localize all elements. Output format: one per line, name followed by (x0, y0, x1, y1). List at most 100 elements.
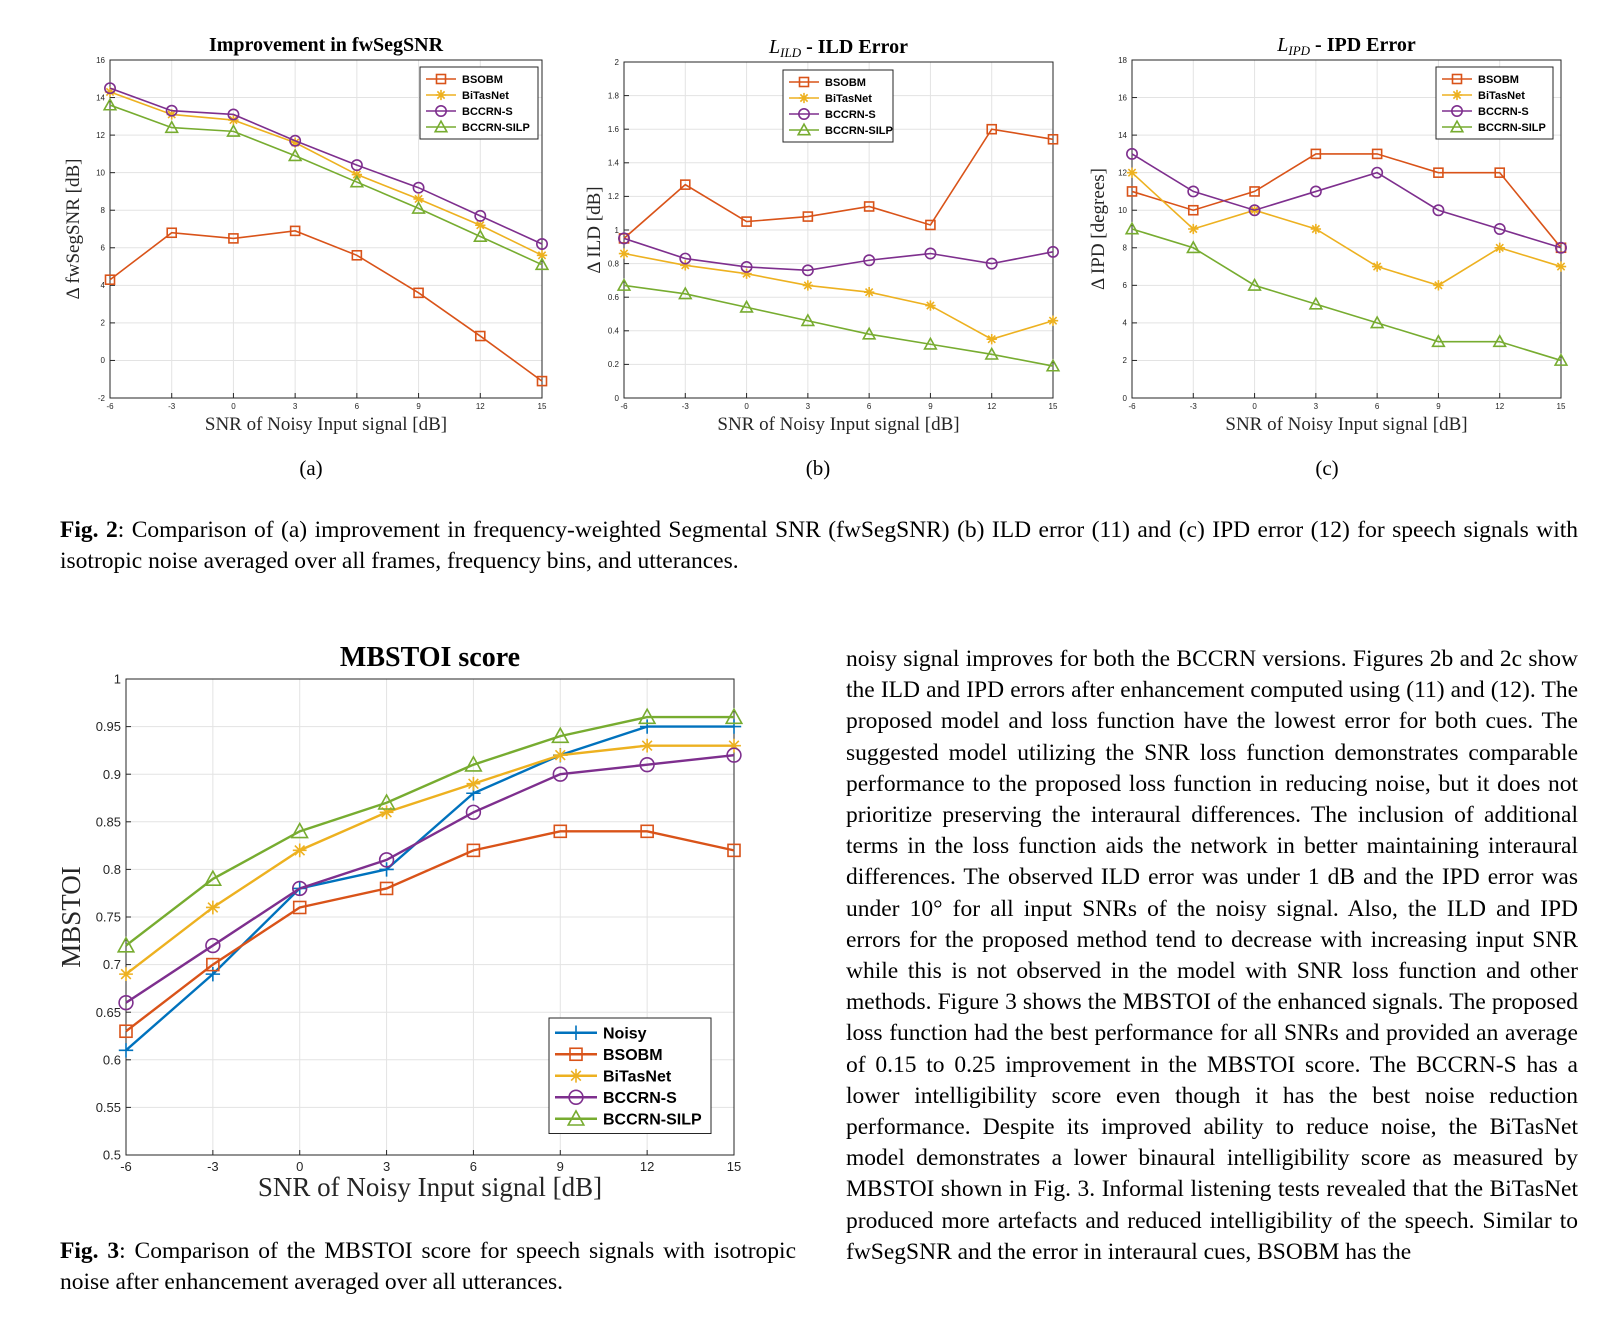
legend-label-bccrn-s: BCCRN-S (462, 106, 513, 118)
data-point-bccrn-s (1493, 223, 1506, 235)
data-point-bsobm (119, 1024, 133, 1039)
data-point-bccrn-silp (616, 277, 632, 291)
legend-label-bitasnet: BiTasNet (603, 1069, 672, 1086)
data-point-bccrn-silp (1369, 315, 1385, 329)
data-point-bccrn-s (118, 994, 134, 1011)
legend-marker-bccrn-s (435, 105, 447, 117)
legend-marker-bccrn-s (1451, 105, 1463, 117)
chart-ild: -6 -3 0 3 6 9 12 15 0 0.2 0.4 0.6 0.8 1 1.2 1.4 1.6 1.8 2 L… (0, 0, 1100, 440)
data-point-bsobm (679, 179, 691, 190)
legend-marker-bsobm (1451, 73, 1463, 85)
y-axis-label: Δ fwSegSNR [dB] (63, 158, 84, 299)
chart-mbstoi-group: -6 -3 0 3 6 9 12 15 0.5 0.55 0.6 0.65 0.7 0.75 0.8 0.85… (56, 642, 744, 1202)
data-point-bitasnet (741, 268, 752, 279)
data-point-bccrn-silp (551, 726, 570, 744)
data-point-bitasnet (1188, 223, 1199, 235)
series-line-bitasnet (109, 91, 543, 257)
chart-ipd-group: -6 -3 0 3 6 9 12 15 0 2 4 6 8 10 12 14 16 18 LIPD - IPD Er… (1088, 34, 1569, 435)
series-line-bccrn-s (125, 753, 735, 1004)
data-point-bccrn-silp (411, 200, 426, 214)
data-point-bitasnet (618, 248, 630, 259)
y-tick-label: 1.4 (608, 159, 620, 168)
y-tick-label: 10 (1118, 206, 1127, 215)
x-tick-label: 6 (470, 1159, 477, 1174)
data-point-bitasnet (104, 86, 116, 98)
series-line-noisy (125, 725, 734, 1052)
series-line-bccrn-silp (1131, 228, 1562, 362)
data-point-bitasnet (475, 220, 486, 231)
data-point-bitasnet (536, 250, 548, 261)
y-tick-label: 0.85 (96, 814, 121, 829)
legend-label-bccrn-silp: BCCRN-SILP (1478, 122, 1546, 134)
legend-label-bsobm: BSOBM (462, 74, 503, 86)
data-point-bccrn-s (1555, 241, 1567, 254)
data-point-bccrn-silp (164, 120, 179, 134)
plot-area (109, 59, 543, 399)
data-point-bccrn-silp (923, 336, 938, 350)
data-point-bsobm (1126, 186, 1138, 197)
series-line-bccrn-s (109, 87, 543, 245)
data-point-bccrn-s (1126, 147, 1138, 160)
data-point-bccrn-silp (724, 707, 744, 725)
data-point-noisy (726, 719, 742, 734)
data-point-bccrn-s (227, 108, 240, 121)
data-point-bccrn-silp (1492, 334, 1507, 348)
x-tick-label: -6 (1128, 402, 1136, 411)
y-tick-label: 6 (101, 244, 106, 253)
y-tick-label: 18 (1118, 56, 1127, 65)
x-axis-label: SNR of Noisy Input signal [dB] (258, 1172, 602, 1202)
data-point-bccrn-s (1187, 185, 1200, 198)
y-tick-label: 12 (1118, 168, 1127, 177)
legend-marker-bccrn-silp (1449, 119, 1465, 133)
data-point-bccrn-s (924, 247, 937, 260)
chart-title: LILD - ILD Error (768, 36, 908, 60)
data-point-bsobm (292, 900, 307, 915)
chart-ild-svg: -6 -3 0 3 6 9 12 15 0 0.2 0.4 0.6 0.8 1 1.2 1.4 1.6 1.8 2 L… (584, 36, 1061, 435)
data-point-bccrn-s (679, 252, 692, 265)
legend-label-bsobm: BSOBM (1478, 74, 1519, 86)
data-point-bitasnet (292, 843, 307, 858)
data-point-bccrn-silp (290, 821, 309, 839)
x-tick-label: 3 (293, 402, 298, 411)
data-point-bccrn-silp (226, 123, 241, 137)
legend-marker-bsobm (569, 1047, 583, 1062)
data-point-bitasnet (1371, 261, 1383, 272)
x-axis-label: SNR of Noisy Input signal [dB] (205, 414, 447, 435)
data-point-bccrn-silp (464, 755, 483, 772)
y-tick-label: 6 (1123, 281, 1128, 290)
x-tick-label: 3 (1314, 402, 1319, 411)
chart-title: LIPD - IPD Error (1276, 34, 1416, 58)
data-point-noisy (379, 862, 394, 877)
fig3-caption-text: : Comparison of the MBSTOI score for spe… (60, 1238, 796, 1295)
legend-marker-bitasnet (435, 89, 447, 101)
y-tick-label: 10 (96, 168, 105, 177)
legend-marker-bsobm (798, 76, 810, 88)
data-point-bsobm (640, 824, 654, 839)
x-tick-label: 15 (1557, 402, 1566, 411)
data-point-bccrn-s (1248, 204, 1261, 217)
series-line-bccrn-silp (623, 284, 1054, 367)
data-point-bccrn-silp (1124, 221, 1140, 235)
data-point-bitasnet (205, 900, 220, 915)
y-tick-label: 1 (615, 226, 620, 235)
data-point-bsobm (206, 957, 220, 972)
series-line-bccrn-s (623, 237, 1054, 272)
y-tick-label: 16 (1118, 93, 1127, 102)
y-tick-label: 4 (101, 281, 106, 290)
x-tick-label: 12 (987, 402, 996, 411)
data-point-bccrn-s (465, 804, 482, 820)
chart-ipd: -6 -3 0 3 6 9 12 15 0 2 4 6 8 10 12 14 16 18 LIPD - IPD Er… (0, 0, 1615, 440)
y-tick-label: 1.6 (608, 125, 620, 134)
data-point-bsobm (466, 843, 481, 858)
data-point-bsobm (413, 287, 424, 299)
legend-label-bitasnet: BiTasNet (1478, 90, 1525, 102)
legend-label-bccrn-silp: BCCRN-SILP (825, 125, 893, 137)
data-point-bitasnet (727, 738, 741, 753)
x-tick-label: 9 (1436, 402, 1441, 411)
x-tick-label: 9 (928, 402, 933, 411)
data-point-bsobm (104, 274, 116, 286)
data-point-bccrn-s (1309, 185, 1322, 198)
data-point-bsobm (536, 375, 548, 387)
data-point-bitasnet (1310, 223, 1322, 235)
data-point-bccrn-s (740, 260, 753, 273)
